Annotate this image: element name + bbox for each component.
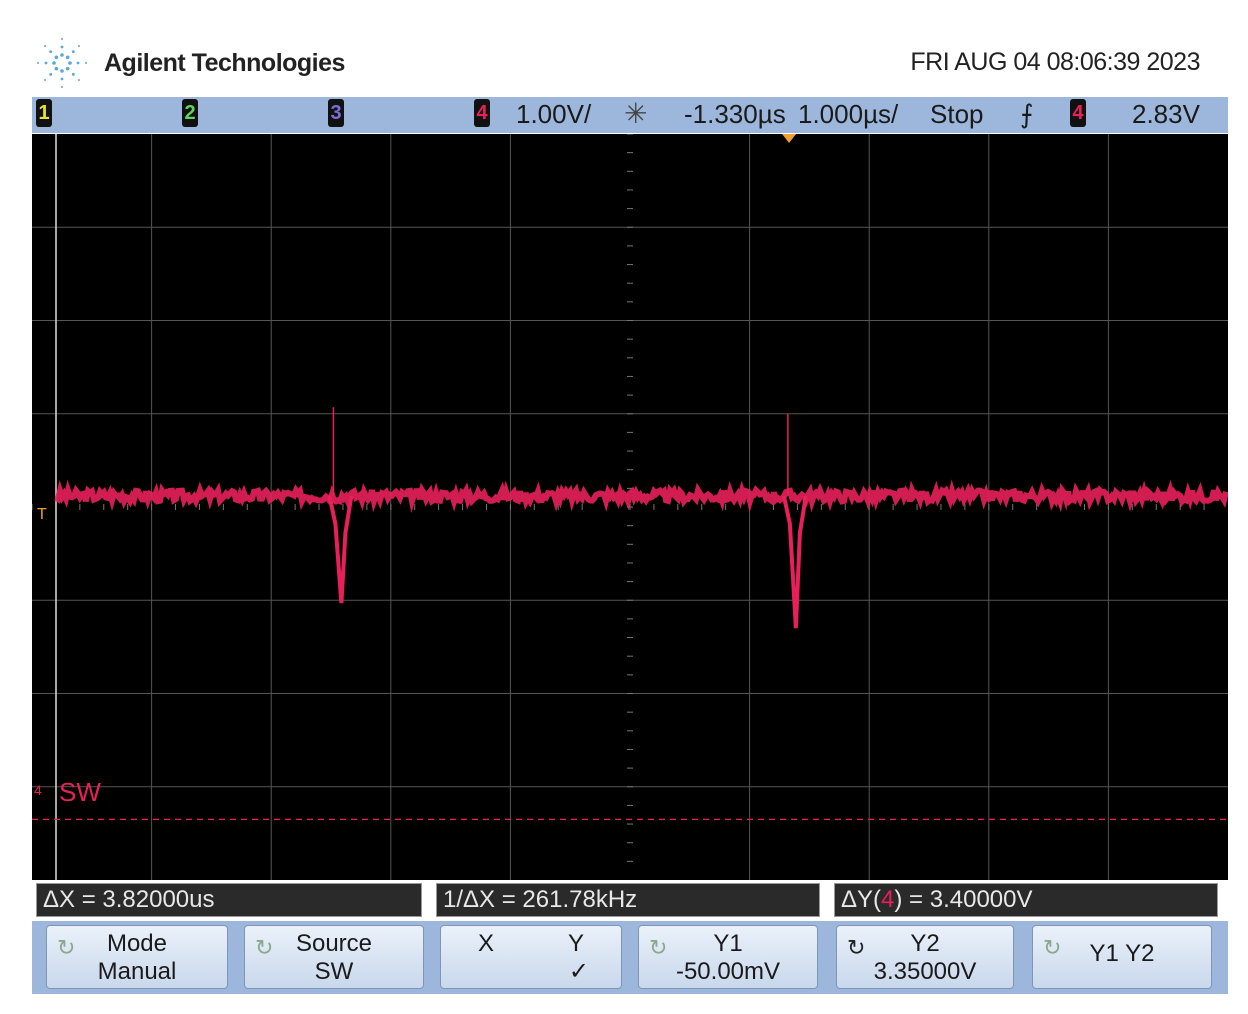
knob-icon: ↻ xyxy=(847,935,866,960)
horizontal-delay: -1.330µs xyxy=(684,99,786,129)
channel-1-button[interactable]: 1 xyxy=(36,99,52,127)
knob-icon: ↻ xyxy=(255,935,274,960)
trigger-position-marker xyxy=(782,134,797,143)
glitch-dip xyxy=(781,495,808,629)
trigger-level: 2.83V xyxy=(1132,99,1200,129)
channel-4-scale: 1.00V/ xyxy=(516,99,592,129)
knob-icon: ↻ xyxy=(1043,935,1062,960)
delay-icon: ✳ xyxy=(624,98,648,129)
channel-4-trace xyxy=(54,479,1229,513)
channel-3-button[interactable]: 3 xyxy=(328,99,344,127)
delta-y-readout: ΔY(4) = 3.40000V xyxy=(834,883,1218,917)
y1-y2-softkey[interactable]: ↻ Y1 Y2 xyxy=(1032,925,1212,989)
softkey-bar: ↻ Mode Manual ↻ Source SW X Y ✓ ↻ Y1 -50.00mV ↻ Y… xyxy=(32,921,1228,994)
waveform-display: 4 SW T xyxy=(31,133,1229,880)
channel-2-button[interactable]: 2 xyxy=(182,99,198,127)
knob-icon: ↻ xyxy=(57,935,76,960)
trigger-channel: 4 xyxy=(1070,99,1086,127)
y2-softkey[interactable]: ↻ Y2 3.35000V xyxy=(836,925,1014,989)
rising-edge-icon: ⨍ xyxy=(1020,99,1034,129)
trigger-level-marker: T xyxy=(37,506,47,523)
y1-softkey[interactable]: ↻ Y1 -50.00mV xyxy=(638,925,818,989)
source-softkey[interactable]: ↻ Source SW xyxy=(244,925,424,989)
agilent-spark-icon xyxy=(37,38,87,88)
mode-softkey[interactable]: ↻ Mode Manual xyxy=(46,925,228,989)
ground-label: SW xyxy=(59,777,101,807)
delta-x-readout: ΔX = 3.82000us xyxy=(36,883,422,917)
waveform-plot xyxy=(31,133,1229,880)
status-bar: 1 2 3 4 1.00V/ ✳ -1.330µs 1.000µs/ Stop … xyxy=(32,97,1228,133)
glitch-dip xyxy=(327,495,354,604)
inverse-delta-x-readout: 1/ΔX = 261.78kHz xyxy=(436,883,820,917)
agilent-logo: Agilent Technologies xyxy=(34,36,345,90)
brand-name: Agilent Technologies xyxy=(104,48,345,77)
datetime: FRI AUG 04 08:06:39 2023 xyxy=(910,48,1200,76)
timebase: 1.000µs/ xyxy=(798,99,899,129)
ground-marker[interactable]: 4 xyxy=(34,782,42,798)
run-state: Stop xyxy=(930,99,984,129)
knob-icon: ↻ xyxy=(649,935,668,960)
xy-softkey[interactable]: X Y ✓ xyxy=(440,925,622,989)
channel-4-button[interactable]: 4 xyxy=(474,99,490,127)
